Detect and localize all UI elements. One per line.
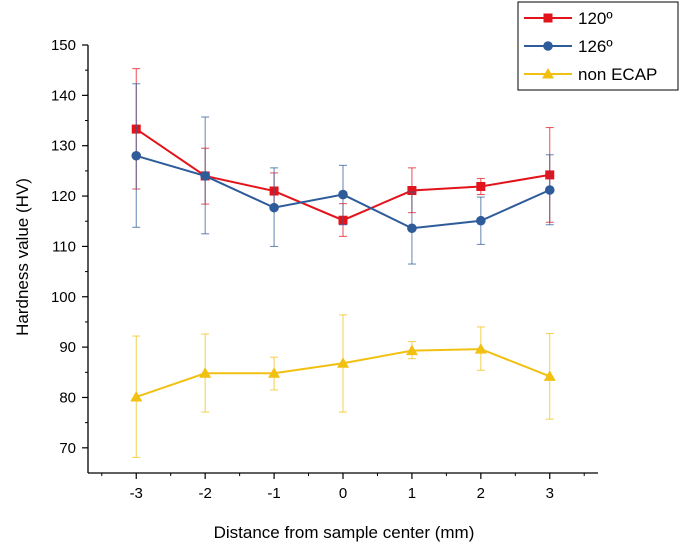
data-point xyxy=(199,367,212,378)
x-tick-label: -2 xyxy=(198,485,211,502)
y-tick-label: 80 xyxy=(59,389,76,406)
data-point xyxy=(476,181,486,191)
data-point xyxy=(131,150,142,161)
legend-label: 120º xyxy=(578,9,613,28)
data-point xyxy=(476,215,486,226)
data-point xyxy=(405,344,418,356)
data-point xyxy=(269,202,279,213)
data-point xyxy=(543,370,556,381)
legend-item-non-ecap: non ECAP xyxy=(524,65,657,84)
y-tick-label: 120 xyxy=(51,188,76,205)
x-tick-label: -3 xyxy=(130,485,143,502)
data-point xyxy=(338,189,348,200)
x-tick-label: 0 xyxy=(339,485,347,502)
data-point xyxy=(474,343,487,354)
legend-item-120: 120º xyxy=(524,9,613,28)
x-tick-label: 3 xyxy=(546,485,554,502)
legend: 120º 126º non ECAP xyxy=(517,1,679,91)
legend-label: 126º xyxy=(578,37,613,56)
x-tick-label: -1 xyxy=(267,485,280,502)
legend-swatch-marker xyxy=(543,13,553,23)
data-point xyxy=(268,367,281,378)
x-tick-label: 1 xyxy=(408,485,416,502)
y-tick-label: 140 xyxy=(51,87,76,104)
legend-item-126: 126º xyxy=(524,37,613,56)
y-tick-label: 100 xyxy=(51,289,76,306)
y-tick-label: 150 xyxy=(51,37,76,54)
legend-swatch-marker xyxy=(542,68,554,79)
y-ticks: 70 80 90 100 110 120 130 140 150 xyxy=(51,37,88,457)
data-point xyxy=(407,223,417,234)
data-point xyxy=(130,390,143,402)
plot-area xyxy=(130,68,556,458)
y-axis-title: Hardness value (HV) xyxy=(13,178,32,336)
legend-label: non ECAP xyxy=(578,65,657,84)
x-ticks: -3 -2 -1 0 1 2 3 xyxy=(101,473,585,502)
series-126 xyxy=(131,83,555,265)
x-tick-label: 2 xyxy=(477,485,485,502)
data-point xyxy=(200,171,210,181)
data-point xyxy=(407,186,417,196)
y-tick-label: 110 xyxy=(52,238,76,255)
y-tick-label: 70 xyxy=(59,440,76,457)
data-point xyxy=(544,185,555,195)
data-point xyxy=(337,357,349,368)
y-tick-label: 130 xyxy=(51,138,76,155)
x-axis-title: Distance from sample center (mm) xyxy=(214,523,475,542)
legend-swatch-marker xyxy=(543,41,553,51)
series-non-ecap xyxy=(130,314,556,458)
y-tick-label: 90 xyxy=(59,339,76,356)
